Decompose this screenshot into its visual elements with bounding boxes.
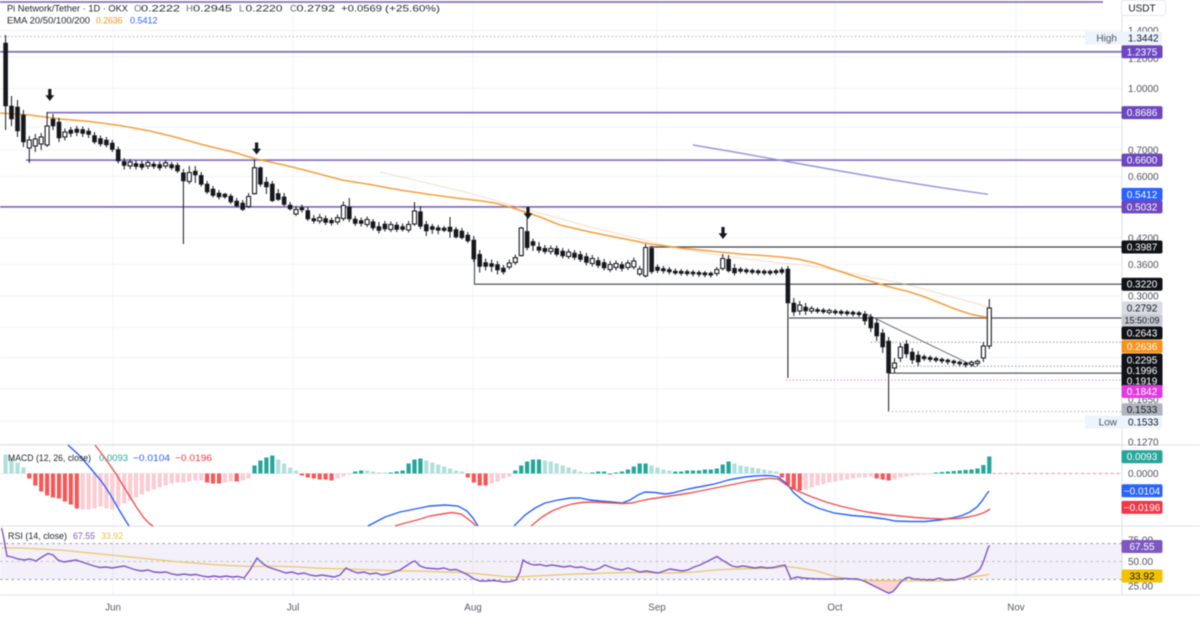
svg-text:15:50:09: 15:50:09: [1124, 316, 1159, 326]
svg-text:−0.0104: −0.0104: [133, 453, 171, 464]
svg-text:0.2792: 0.2792: [1127, 304, 1158, 315]
svg-text:0.4200: 0.4200: [1128, 234, 1159, 245]
svg-text:−0.0196: −0.0196: [1124, 503, 1161, 514]
svg-text:1.2375: 1.2375: [1127, 47, 1158, 58]
svg-text:0.1650: 0.1650: [1128, 395, 1159, 406]
svg-text:0.3987: 0.3987: [1127, 243, 1158, 254]
svg-text:Nov: Nov: [1007, 603, 1025, 614]
svg-text:0.6000: 0.6000: [1128, 172, 1159, 183]
svg-text:1.0000: 1.0000: [1128, 84, 1159, 95]
svg-text:33.92: 33.92: [1129, 572, 1154, 583]
svg-text:0.2792: 0.2792: [297, 4, 336, 15]
svg-text:0.1533: 0.1533: [1128, 418, 1159, 429]
svg-text:Low: Low: [1099, 418, 1118, 429]
svg-text:Jun: Jun: [105, 603, 121, 614]
svg-text:H: H: [186, 4, 193, 15]
svg-text:−0.0196: −0.0196: [175, 453, 212, 464]
svg-text:0.6600: 0.6600: [1127, 156, 1158, 167]
svg-text:Pi Network/Tether · 1D · OKX: Pi Network/Tether · 1D · OKX: [7, 4, 129, 15]
svg-text:0.2295: 0.2295: [1127, 356, 1158, 367]
svg-text:Aug: Aug: [464, 603, 481, 614]
svg-text:0.3000: 0.3000: [1128, 292, 1159, 303]
svg-text:O: O: [134, 4, 141, 15]
svg-text:67.55: 67.55: [73, 531, 95, 542]
svg-text:0.5032: 0.5032: [1127, 202, 1158, 213]
svg-text:EMA 20/50/100/200: EMA 20/50/100/200: [7, 16, 90, 27]
svg-text:−0.0104: −0.0104: [1124, 486, 1161, 497]
svg-text:1.3442: 1.3442: [1128, 34, 1159, 45]
svg-text:RSI (14, close): RSI (14, close): [8, 531, 67, 542]
svg-text:0.3600: 0.3600: [1128, 260, 1159, 271]
svg-text:C: C: [290, 4, 297, 15]
svg-text:USDT: USDT: [1128, 4, 1155, 15]
svg-text:0.5412: 0.5412: [130, 16, 158, 27]
svg-text:67.55: 67.55: [1129, 542, 1154, 553]
svg-text:0.0000: 0.0000: [1128, 469, 1159, 480]
svg-text:0.2636: 0.2636: [96, 16, 123, 27]
svg-text:0.1533: 0.1533: [1127, 405, 1158, 416]
svg-text:0.8686: 0.8686: [1127, 108, 1158, 119]
svg-text:0.5412: 0.5412: [1127, 190, 1158, 201]
svg-text:0.2220: 0.2220: [246, 4, 283, 15]
svg-text:0.1842: 0.1842: [1127, 387, 1158, 398]
svg-text:0.2945: 0.2945: [193, 4, 232, 15]
svg-text:High: High: [1096, 34, 1117, 45]
svg-text:25.00: 25.00: [1128, 582, 1153, 593]
svg-text:0.7000: 0.7000: [1128, 146, 1159, 157]
svg-text:0.2222: 0.2222: [141, 4, 180, 15]
svg-text:50.00: 50.00: [1128, 557, 1153, 568]
svg-text:0.1270: 0.1270: [1128, 438, 1159, 449]
svg-text:0.2636: 0.2636: [1127, 342, 1158, 353]
svg-text:MACD (12, 26, close): MACD (12, 26, close): [8, 453, 91, 464]
svg-text:1.2000: 1.2000: [1128, 54, 1159, 65]
svg-text:33.92: 33.92: [101, 531, 123, 542]
svg-text:0.1919: 0.1919: [1127, 377, 1158, 388]
svg-text:(+25.60%): (+25.60%): [385, 4, 440, 15]
svg-text:0.2643: 0.2643: [1127, 329, 1158, 340]
svg-text:0.0093: 0.0093: [99, 453, 128, 464]
svg-text:Sep: Sep: [648, 603, 666, 614]
svg-text:L: L: [239, 4, 245, 15]
svg-text:0.1996: 0.1996: [1127, 366, 1158, 377]
svg-text:+0.0569: +0.0569: [341, 4, 382, 15]
svg-text:0.0093: 0.0093: [1127, 452, 1158, 463]
svg-text:Jul: Jul: [287, 603, 300, 614]
svg-text:0.3220: 0.3220: [1127, 280, 1158, 291]
svg-text:Oct: Oct: [827, 603, 843, 614]
